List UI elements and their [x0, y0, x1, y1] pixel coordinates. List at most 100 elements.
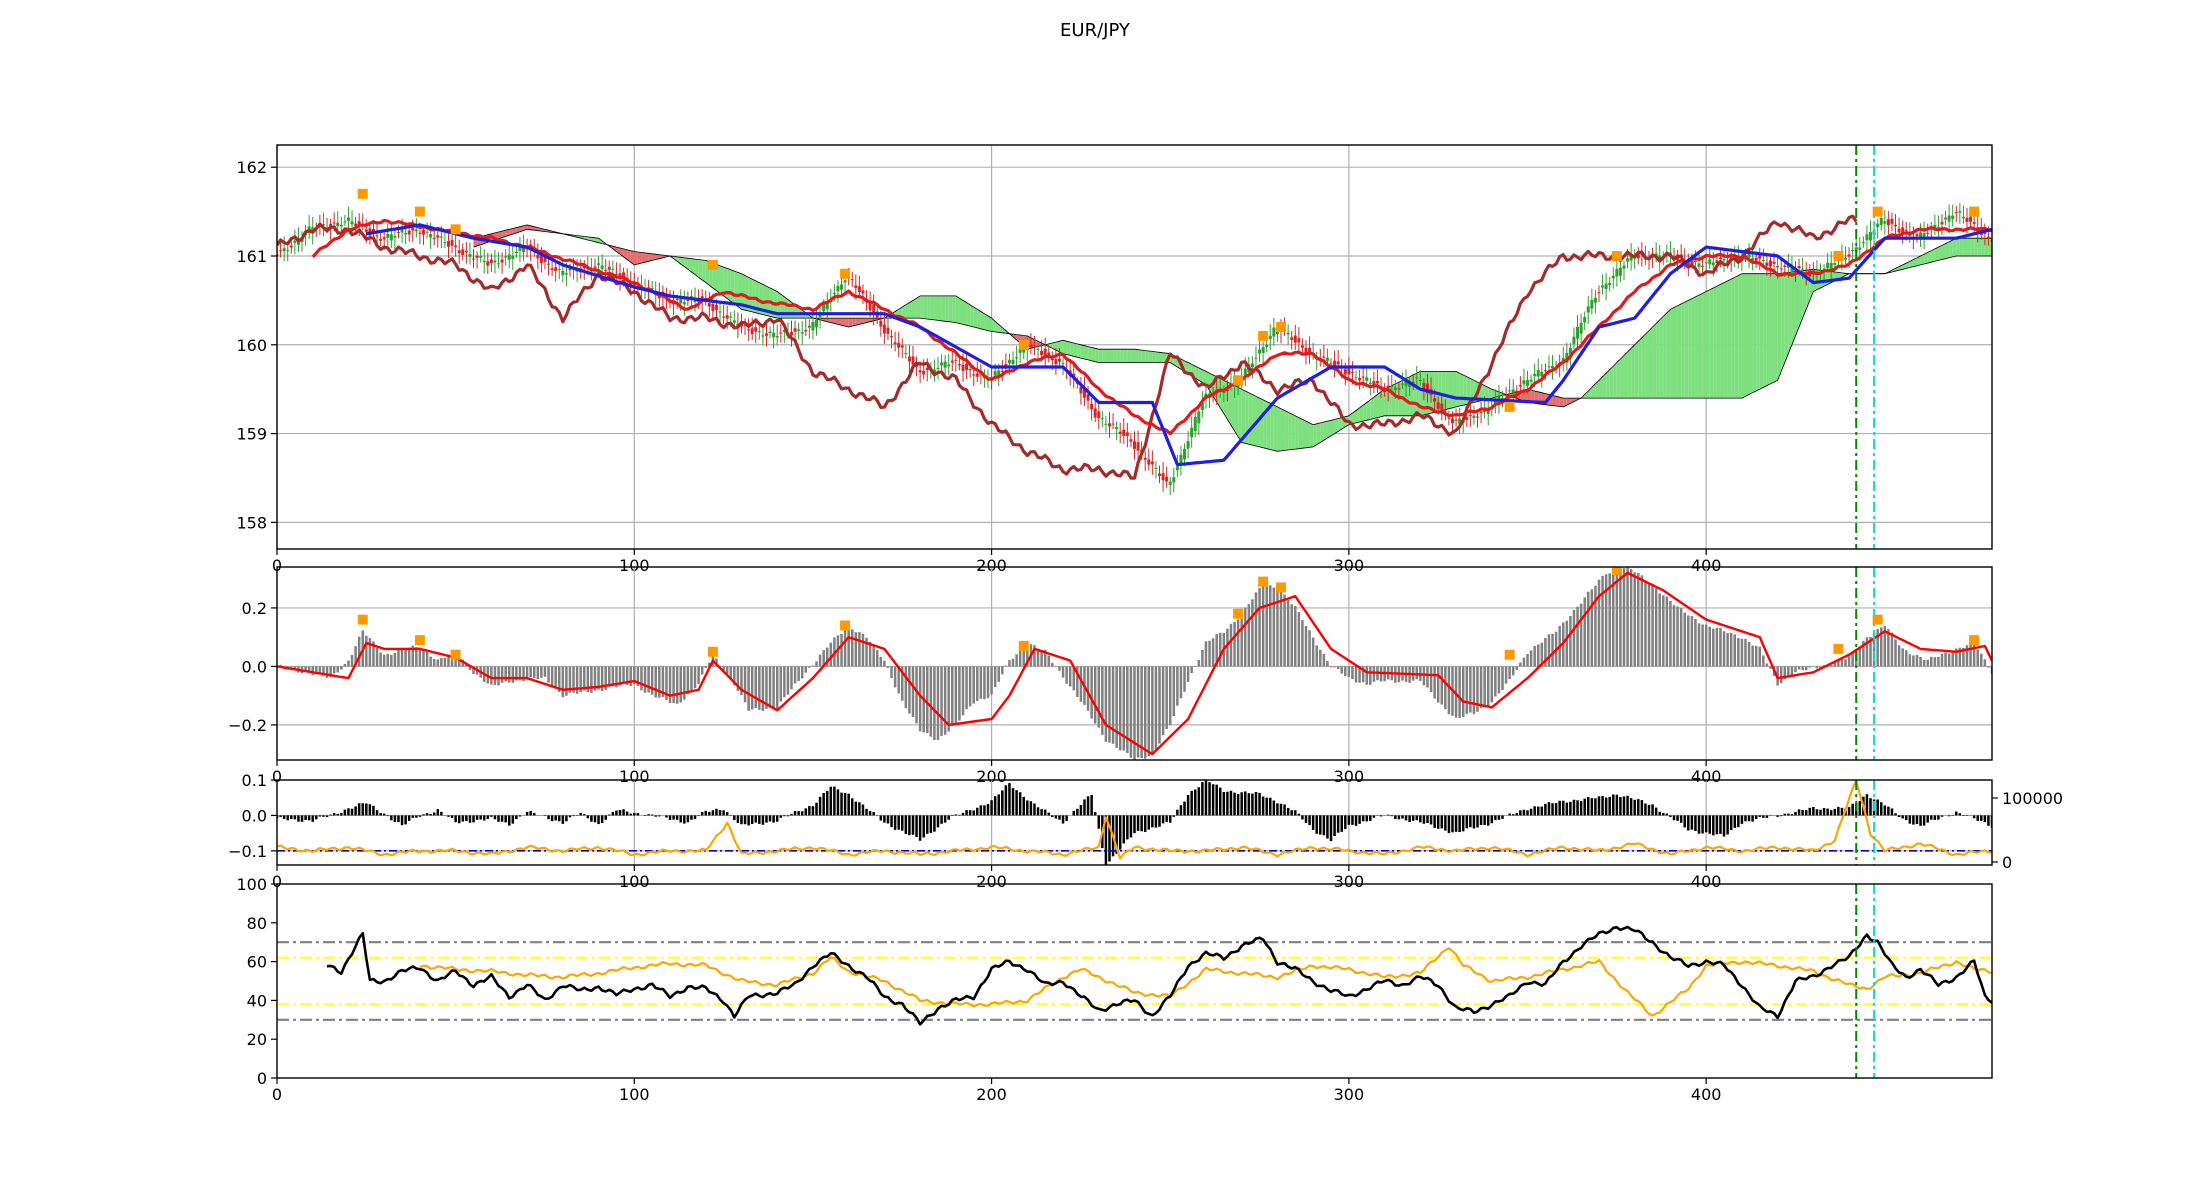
- volume-bar: [1301, 815, 1304, 820]
- macd-hist-bar: [547, 666, 550, 683]
- volume-bar: [1365, 815, 1368, 822]
- macd-hist-bar: [1615, 570, 1619, 667]
- macd-hist-bar: [850, 629, 854, 667]
- kumo-segment: [1945, 241, 1950, 259]
- macd-hist-bar: [1969, 642, 1972, 667]
- kumo-segment: [1956, 238, 1960, 256]
- volume-bar: [1701, 815, 1704, 834]
- volume-bar: [683, 815, 686, 824]
- candle-body: [1125, 432, 1129, 436]
- kumo-segment: [1423, 371, 1428, 415]
- kumo-segment: [505, 229, 510, 237]
- macd-hist-bar: [354, 646, 357, 667]
- kumo-segment: [1781, 272, 1785, 372]
- candle-body: [1511, 389, 1515, 393]
- candle-body: [1004, 364, 1008, 366]
- kumo-segment: [730, 269, 735, 304]
- macd-hist-bar: [636, 666, 640, 686]
- volume-bar: [593, 815, 597, 823]
- candle-body: [1622, 265, 1626, 269]
- macd-hist-bar: [1201, 649, 1204, 667]
- macd-hist-bar: [1980, 653, 1983, 667]
- volume-bar: [1715, 815, 1719, 835]
- volume-bar: [790, 813, 793, 816]
- kumo-segment: [516, 226, 520, 233]
- volume-bar: [840, 792, 843, 816]
- macd-hist-bar: [1497, 666, 1501, 694]
- volume-bar: [1204, 780, 1208, 816]
- kumo-segment: [691, 258, 696, 275]
- kumo-segment: [1920, 254, 1925, 265]
- candle-body: [1919, 232, 1923, 237]
- macd-hist-bar: [1276, 589, 1279, 667]
- candle-body: [793, 328, 797, 332]
- candle-body: [1601, 285, 1605, 288]
- kumo-segment: [1241, 389, 1246, 444]
- candle-body: [457, 250, 461, 254]
- kumo-segment: [1248, 392, 1253, 446]
- volume-bar: [733, 815, 736, 821]
- candle-body: [482, 260, 486, 263]
- candle-body: [1243, 368, 1247, 375]
- kumo-segment: [1127, 349, 1131, 363]
- volume-bar: [529, 810, 532, 816]
- candle-body: [1629, 254, 1633, 261]
- volume-bar: [1115, 815, 1118, 854]
- candle-body: [382, 237, 386, 240]
- volume-bar: [425, 813, 429, 816]
- volume-bar: [1572, 799, 1576, 816]
- candle-body: [1433, 398, 1437, 402]
- macd-hist-bar: [1597, 579, 1601, 667]
- macd-hist-bar: [1629, 569, 1633, 667]
- volume-bar: [1926, 815, 1929, 823]
- volume-bar: [1522, 809, 1526, 816]
- macd-hist-bar: [393, 652, 397, 667]
- volume-bar: [1837, 806, 1840, 816]
- signal-marker: [1233, 375, 1244, 386]
- volume-bar: [293, 815, 297, 820]
- kumo-segment: [848, 318, 853, 328]
- kumo-segment: [1738, 273, 1742, 399]
- kumo-segment: [1588, 387, 1592, 399]
- candle-body: [439, 236, 443, 238]
- price-axes-frame: [276, 144, 1993, 550]
- candle-body: [1347, 367, 1351, 375]
- volume-bar: [1254, 792, 1258, 816]
- candle-body: [868, 302, 872, 311]
- macd-hist-bar: [497, 666, 500, 686]
- candle-body: [561, 270, 565, 276]
- volume-bar: [865, 808, 868, 816]
- volume-bar: [1790, 814, 1794, 816]
- candle-body: [1876, 223, 1880, 228]
- macd-hist-bar: [1930, 656, 1933, 667]
- kumo-segment: [1688, 298, 1692, 399]
- candle-body: [1297, 338, 1301, 343]
- macd-hist-bar: [404, 649, 407, 667]
- volume-bar: [765, 815, 768, 823]
- candle-body: [564, 273, 568, 275]
- volume-bar: [1722, 815, 1726, 837]
- macd-hist-bar: [1090, 666, 1093, 719]
- macd-hist-bar: [1987, 666, 1990, 668]
- volume-bar: [1787, 813, 1790, 816]
- candle-body: [1333, 360, 1337, 366]
- macd-hist-bar: [1283, 594, 1286, 667]
- kumo-segment: [1077, 343, 1081, 359]
- candle-body: [1801, 268, 1805, 270]
- macd-hist-bar: [1687, 615, 1690, 667]
- kumo-segment: [1645, 330, 1649, 399]
- kumo-segment: [1123, 349, 1128, 363]
- volume-bar: [758, 815, 761, 824]
- volume-bar: [1569, 801, 1572, 816]
- candle-body: [575, 270, 579, 272]
- signal-marker: [1833, 250, 1844, 261]
- candle-body: [750, 328, 754, 335]
- candle-body: [1418, 379, 1422, 381]
- macd-hist-bar: [382, 654, 386, 667]
- signal-marker: [414, 206, 425, 217]
- kumo-segment: [1273, 405, 1278, 452]
- kumo-segment: [1227, 382, 1231, 426]
- candle-body: [514, 251, 518, 253]
- candle-body: [815, 319, 819, 328]
- candle-body: [1593, 297, 1597, 303]
